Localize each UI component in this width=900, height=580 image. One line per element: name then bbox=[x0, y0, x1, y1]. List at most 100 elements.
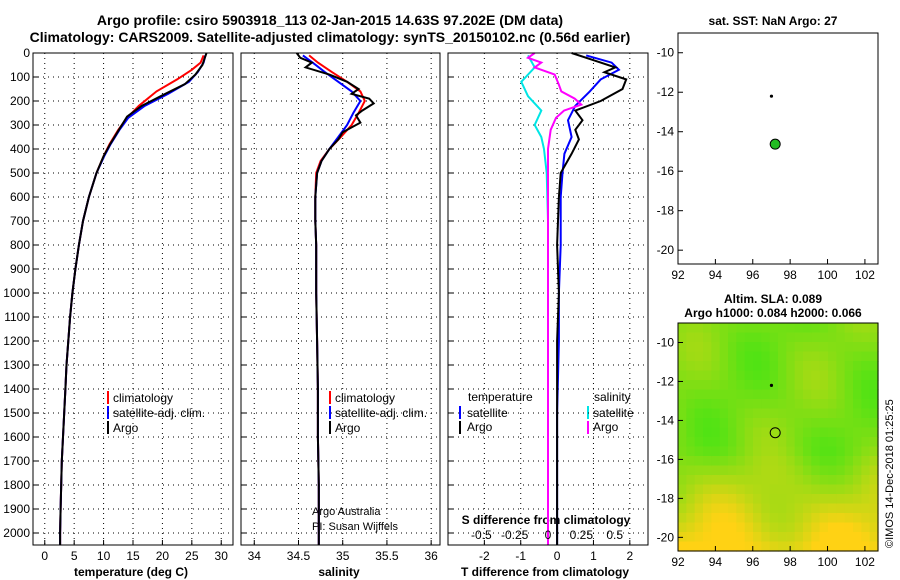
sla-heatmap-cell bbox=[728, 418, 737, 429]
difference-xlabel: T difference from climatology bbox=[461, 565, 629, 579]
sla-heatmap-cell bbox=[728, 380, 737, 391]
sla-heatmap-cell bbox=[678, 465, 687, 476]
sla-heatmap-cell bbox=[869, 418, 879, 429]
x-tick-label: 2 bbox=[626, 549, 633, 563]
depth-tick-label: 200 bbox=[10, 94, 30, 108]
sla-heatmap-cell bbox=[861, 408, 871, 419]
sla-heatmap-cell bbox=[803, 541, 812, 552]
depth-tick-label: 1100 bbox=[4, 310, 30, 324]
sla-heatmap-cell bbox=[778, 503, 787, 514]
sla-heatmap-cell bbox=[761, 389, 771, 400]
depth-tick-label: 1200 bbox=[3, 334, 30, 348]
sla-heatmap-cell bbox=[711, 389, 721, 400]
sla-map-title1: Altim. SLA: 0.089 bbox=[724, 292, 822, 306]
sla-heatmap-cell bbox=[869, 342, 879, 353]
map-x-tick-label: 96 bbox=[746, 555, 760, 569]
sla-heatmap-cell bbox=[728, 389, 737, 400]
sla-heatmap-cell bbox=[803, 351, 812, 362]
sla-heatmap-cell bbox=[786, 541, 796, 552]
sla-heatmap-cell bbox=[736, 475, 746, 486]
sla-heatmap-cell bbox=[678, 437, 687, 448]
sla-heatmap-cell bbox=[711, 408, 721, 419]
plot-frame bbox=[240, 52, 441, 546]
sla-heatmap-cell bbox=[678, 351, 687, 362]
sla-heatmap-cell bbox=[803, 427, 812, 438]
sla-heatmap-cell bbox=[853, 408, 862, 419]
sla-heatmap-cell bbox=[711, 351, 721, 362]
sla-heatmap-cell bbox=[786, 408, 796, 419]
sla-heatmap-cell bbox=[844, 475, 854, 486]
sla-heatmap-cell bbox=[694, 361, 704, 372]
sla-heatmap-cell bbox=[794, 475, 804, 486]
sla-heatmap-cell bbox=[703, 342, 712, 353]
sst-map-title: sat. SST: NaN Argo: 27 bbox=[709, 14, 838, 28]
sla-heatmap-cell bbox=[778, 532, 787, 543]
sla-heatmap-cell bbox=[786, 380, 796, 391]
sla-heatmap-cell bbox=[844, 541, 854, 552]
sla-heatmap-cell bbox=[736, 437, 746, 448]
sla-heatmap-cell bbox=[803, 494, 812, 505]
s-tick-label: -0.25 bbox=[501, 528, 529, 542]
sla-heatmap-cell bbox=[803, 418, 812, 429]
sla-heatmap-cell bbox=[694, 484, 704, 495]
sla-heatmap-cell bbox=[794, 380, 804, 391]
sla-heatmap-cell bbox=[728, 370, 737, 381]
sla-heatmap-cell bbox=[744, 532, 754, 543]
sla-heatmap-cell bbox=[828, 408, 837, 419]
legend-satellite-label: satellite-adj. clim. bbox=[113, 406, 205, 420]
sla-heatmap-cell bbox=[778, 323, 787, 334]
sla-heatmap-cell bbox=[778, 522, 787, 533]
sla-heatmap-cell bbox=[869, 456, 879, 467]
sla-heatmap-cell bbox=[844, 446, 854, 457]
sla-heatmap-cell bbox=[794, 332, 804, 343]
sla-heatmap-cell bbox=[769, 332, 779, 343]
sla-heatmap-cell bbox=[736, 408, 746, 419]
map-x-tick-label: 96 bbox=[746, 268, 760, 282]
sla-heatmap-cell bbox=[769, 408, 779, 419]
sla-heatmap-cell bbox=[794, 361, 804, 372]
sla-heatmap-cell bbox=[744, 323, 754, 334]
sla-heatmap-cell bbox=[769, 342, 779, 353]
depth-tick-label: 1700 bbox=[3, 454, 30, 468]
map-y-tick-label: -16 bbox=[657, 452, 675, 466]
sla-heatmap-cell bbox=[869, 503, 879, 514]
sla-heatmap-cell bbox=[853, 494, 862, 505]
sla-heatmap-cell bbox=[836, 418, 846, 429]
sla-heatmap-cell bbox=[794, 323, 804, 334]
sla-heatmap-cell bbox=[736, 532, 746, 543]
sla-heatmap-cell bbox=[744, 513, 754, 524]
sla-heatmap-cell bbox=[869, 532, 879, 543]
sla-heatmap-cell bbox=[828, 427, 837, 438]
sla-heatmap-cell bbox=[861, 465, 871, 476]
sla-heatmap-cell bbox=[703, 361, 712, 372]
sla-heatmap-cell bbox=[711, 361, 721, 372]
sla-heatmap-cell bbox=[861, 389, 871, 400]
sla-heatmap-cell bbox=[836, 437, 846, 448]
sla-heatmap-cell bbox=[728, 456, 737, 467]
sla-heatmap-cell bbox=[811, 446, 821, 457]
sla-heatmap-cell bbox=[769, 380, 779, 391]
sla-heatmap-cell bbox=[744, 522, 754, 533]
series-line-argo bbox=[59, 52, 208, 545]
sla-heatmap-cell bbox=[778, 513, 787, 524]
sla-heatmap-cell bbox=[744, 418, 754, 429]
sla-heatmap-cell bbox=[861, 380, 871, 391]
sla-heatmap-cell bbox=[861, 484, 871, 495]
sla-heatmap-cell bbox=[736, 361, 746, 372]
sla-heatmap-cell bbox=[753, 418, 762, 429]
sla-heatmap-cell bbox=[703, 475, 712, 486]
sla-heatmap-cell bbox=[836, 342, 846, 353]
sla-heatmap-cell bbox=[828, 351, 837, 362]
sla-heatmap-cell bbox=[761, 427, 771, 438]
sla-heatmap-cell bbox=[803, 446, 812, 457]
sla-heatmap-cell bbox=[844, 332, 854, 343]
sla-heatmap-cell bbox=[836, 351, 846, 362]
depth-tick-label: 1600 bbox=[3, 430, 30, 444]
map-y-tick-label: -12 bbox=[657, 374, 675, 388]
sla-heatmap-cell bbox=[678, 513, 687, 524]
sla-heatmap-cell bbox=[861, 399, 871, 410]
sla-heatmap-cell bbox=[853, 503, 862, 514]
sla-heatmap-cell bbox=[728, 475, 737, 486]
argo-position-marker bbox=[769, 138, 781, 150]
sla-heatmap-cell bbox=[803, 323, 812, 334]
